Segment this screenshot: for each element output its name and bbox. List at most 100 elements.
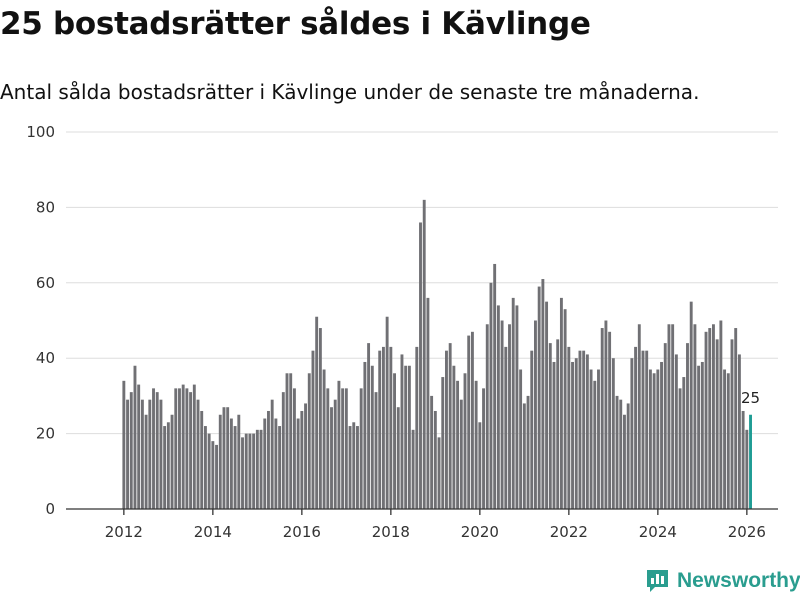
bar: [252, 433, 256, 509]
bar: [519, 369, 523, 509]
bar: [541, 279, 545, 509]
bar: [548, 343, 552, 509]
bar: [137, 384, 141, 509]
bar: [237, 414, 241, 509]
y-tick-label: 40: [36, 349, 55, 367]
bar: [407, 365, 411, 509]
bar: [211, 441, 215, 509]
bar: [556, 339, 560, 509]
bar: [652, 373, 656, 509]
bar: [678, 388, 682, 509]
bar: [712, 324, 715, 509]
bar: [318, 328, 322, 509]
bar: [144, 414, 148, 509]
bar: [385, 316, 389, 509]
bar-chart-logo-icon: [647, 570, 668, 592]
bar: [726, 373, 730, 509]
bar: [292, 388, 296, 509]
bar: [356, 426, 359, 509]
bar: [200, 410, 204, 509]
bar: [203, 426, 207, 509]
bar: [170, 414, 174, 509]
bar: [545, 301, 549, 509]
bar: [482, 388, 485, 509]
bar: [393, 373, 396, 509]
bar: [734, 328, 738, 509]
bar: [504, 346, 508, 509]
bar: [411, 429, 415, 509]
bar: [181, 384, 185, 509]
bar: [608, 331, 612, 509]
bar: [244, 433, 248, 509]
bar: [700, 361, 704, 509]
bar: [645, 350, 649, 509]
bar: [496, 305, 500, 509]
bar: [229, 418, 233, 509]
bar: [419, 222, 422, 510]
bar: [155, 392, 159, 509]
bar: [274, 418, 278, 509]
bar: [281, 392, 285, 509]
bar: [126, 399, 130, 509]
chart-title: 25 bostadsrätter såldes i Kävlinge: [0, 6, 591, 42]
bar: [207, 433, 211, 509]
bar: [723, 369, 727, 509]
bar: [330, 407, 333, 509]
bar: [333, 399, 337, 509]
bars: [122, 199, 752, 510]
bar: [508, 324, 511, 509]
bar: [615, 395, 619, 509]
bar: [667, 324, 671, 509]
bar: [604, 320, 608, 509]
bar: [682, 377, 686, 509]
bar: [563, 309, 567, 509]
bar: [341, 388, 345, 509]
bar: [737, 354, 741, 509]
bar: [378, 350, 382, 509]
bar: [396, 407, 400, 509]
bar: [585, 354, 589, 509]
bar: [255, 429, 259, 509]
bar: [515, 305, 519, 509]
bar: [689, 301, 693, 509]
bar: [511, 297, 515, 509]
bar: [715, 339, 719, 509]
bar: [430, 395, 434, 509]
bar: [140, 399, 144, 509]
bar: [218, 414, 222, 509]
bar: [745, 429, 749, 509]
bar: [559, 297, 563, 509]
bar: [196, 399, 200, 509]
bar: [374, 392, 378, 509]
brand-name: Newsworthy: [677, 568, 800, 592]
bar: [148, 399, 152, 509]
bar: [233, 426, 237, 509]
bar: [296, 418, 300, 509]
x-tick-label: 2020: [461, 523, 499, 541]
bar: [352, 422, 356, 509]
bar: [326, 388, 330, 509]
bar: [437, 437, 441, 509]
bar: [626, 403, 630, 509]
newsworthy-logo[interactable]: Newsworthy: [645, 568, 800, 593]
bar: [441, 377, 445, 509]
bar: [574, 358, 578, 509]
chart-subtitle: Antal sålda bostadsrätter i Kävlinge und…: [0, 80, 700, 104]
y-tick-label: 20: [36, 425, 55, 443]
gridlines: [66, 131, 778, 435]
bar: [648, 369, 652, 509]
bar: [185, 388, 189, 509]
bar: [582, 350, 586, 509]
bar: [226, 407, 230, 509]
bar: [534, 320, 537, 509]
bar: [597, 369, 600, 509]
bar: [719, 320, 723, 509]
bar: [526, 395, 530, 509]
bar: [337, 380, 341, 509]
x-tick-label: 2016: [283, 523, 321, 541]
bar: [367, 343, 371, 509]
bar: [241, 437, 244, 509]
bar: [552, 361, 556, 509]
bar: [400, 354, 404, 509]
